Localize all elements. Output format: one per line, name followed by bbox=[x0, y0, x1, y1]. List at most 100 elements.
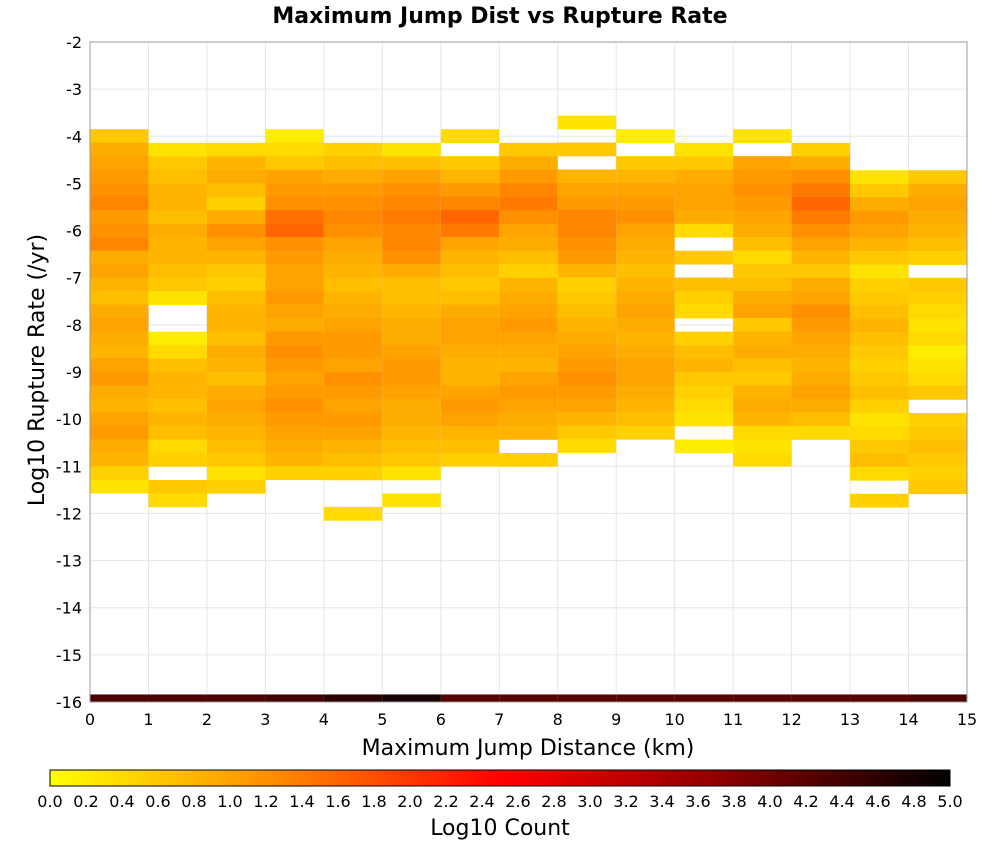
heatmap-cell bbox=[674, 156, 734, 171]
y-tick-label: -9 bbox=[66, 363, 82, 382]
x-axis-label: Maximum Jump Distance (km) bbox=[362, 736, 695, 761]
heatmap-cell bbox=[90, 291, 149, 305]
heatmap-cell bbox=[791, 264, 851, 279]
heatmap-cell bbox=[206, 196, 266, 211]
x-tick-label: 3 bbox=[260, 710, 270, 729]
heatmap-cell bbox=[850, 385, 909, 400]
heatmap-cell bbox=[382, 156, 441, 171]
heatmap-cell bbox=[557, 425, 617, 440]
heatmap-cell bbox=[265, 466, 324, 481]
heatmap-cell bbox=[323, 291, 383, 305]
heatmap-cell bbox=[908, 318, 967, 333]
heatmap-cell bbox=[616, 223, 675, 238]
heatmap-cell bbox=[908, 453, 967, 468]
heatmap-cell bbox=[90, 156, 149, 170]
heatmap-cell bbox=[850, 170, 909, 185]
heatmap-cell bbox=[148, 439, 207, 454]
heatmap-cell bbox=[674, 196, 734, 211]
heatmap-cell bbox=[850, 251, 909, 265]
x-tick-label: 4 bbox=[319, 710, 329, 729]
heatmap-cell bbox=[791, 210, 851, 225]
heatmap-cell bbox=[382, 426, 441, 440]
heatmap-cell bbox=[323, 304, 383, 319]
heatmap-cell bbox=[850, 264, 909, 279]
heatmap-baseline-cell bbox=[557, 694, 617, 702]
heatmap-cell bbox=[440, 196, 500, 211]
heatmap-cell bbox=[616, 277, 675, 292]
heatmap-cell bbox=[850, 345, 909, 360]
heatmap-cell bbox=[674, 331, 734, 346]
heatmap-cell bbox=[206, 358, 266, 373]
x-tick-label: 1 bbox=[143, 710, 153, 729]
heatmap-cell bbox=[323, 318, 383, 332]
heatmap-cell bbox=[382, 291, 441, 305]
colorbar-tick-label: 3.6 bbox=[685, 792, 710, 811]
heatmap-baseline-cell bbox=[616, 694, 675, 702]
heatmap-cell bbox=[440, 237, 500, 251]
heatmap-cell bbox=[265, 142, 324, 157]
heatmap-cell bbox=[148, 493, 207, 508]
heatmap-cell bbox=[733, 250, 792, 265]
colorbar-tick-label: 4.2 bbox=[793, 792, 818, 811]
heatmap-cell bbox=[265, 250, 324, 265]
heatmap-cell bbox=[265, 358, 324, 373]
heatmap-cell bbox=[733, 129, 792, 143]
heatmap-cell bbox=[323, 210, 383, 225]
heatmap-cell bbox=[440, 277, 500, 292]
heatmap-cell bbox=[674, 385, 734, 400]
heatmap-cell bbox=[265, 439, 324, 454]
heatmap-cell bbox=[148, 372, 207, 386]
heatmap-cell bbox=[850, 358, 909, 373]
heatmap-cell bbox=[616, 385, 675, 400]
heatmap-cell bbox=[90, 196, 149, 211]
heatmap-cell bbox=[440, 452, 500, 467]
heatmap-baseline-cell bbox=[850, 694, 909, 702]
heatmap-cell bbox=[90, 142, 149, 157]
heatmap-cell bbox=[148, 345, 207, 359]
heatmap-cell bbox=[90, 479, 149, 494]
heatmap-cell bbox=[323, 237, 383, 252]
heatmap-cell bbox=[850, 466, 909, 481]
heatmap-cell bbox=[382, 237, 441, 252]
heatmap-cell bbox=[733, 439, 792, 454]
heatmap-cell bbox=[733, 331, 792, 346]
heatmap-cell bbox=[557, 263, 617, 278]
heatmap-cell bbox=[557, 115, 617, 130]
heatmap-cell bbox=[440, 439, 500, 454]
heatmap-cell bbox=[557, 223, 617, 238]
heatmap-cell bbox=[90, 169, 149, 184]
heatmap-cell bbox=[90, 317, 149, 332]
heatmap-cell bbox=[674, 399, 734, 413]
heatmap-baseline-cell bbox=[265, 694, 324, 702]
heatmap-cell bbox=[908, 278, 967, 292]
heatmap-cell bbox=[791, 142, 851, 157]
heatmap-baseline-cell bbox=[733, 694, 792, 702]
heatmap-cell bbox=[265, 169, 324, 184]
heatmap-cell bbox=[148, 156, 207, 171]
heatmap-cell bbox=[850, 237, 909, 252]
heatmap-cell bbox=[908, 466, 967, 481]
heatmap-cell bbox=[850, 439, 909, 454]
heatmap-cell bbox=[265, 371, 324, 386]
heatmap-cell bbox=[382, 277, 441, 292]
colorbar-tick-label: 2.0 bbox=[397, 792, 422, 811]
heatmap-cell bbox=[148, 358, 207, 373]
heatmap-cell bbox=[908, 251, 967, 265]
heatmap-cell bbox=[90, 398, 149, 413]
heatmap-cell bbox=[616, 210, 675, 224]
x-axis-ticks: 0 1 2 3 4 5 6 7 8 9 10 11 12 13 14 15 bbox=[85, 710, 977, 729]
heatmap-cell bbox=[90, 371, 149, 386]
heatmap-cell bbox=[733, 344, 792, 359]
heatmap-cell bbox=[440, 358, 500, 373]
heatmap-cell bbox=[557, 331, 617, 346]
heatmap-cell bbox=[265, 156, 324, 170]
heatmap-cell bbox=[499, 304, 558, 319]
heatmap-cell bbox=[674, 183, 734, 198]
plot-frame bbox=[89, 41, 968, 703]
heatmap-cell bbox=[90, 264, 149, 278]
heatmap-cell bbox=[850, 412, 909, 427]
x-tick-label: 13 bbox=[840, 710, 860, 729]
heatmap-cell bbox=[148, 277, 207, 292]
heatmap-cell bbox=[908, 345, 967, 360]
heatmap-cell bbox=[323, 331, 383, 346]
